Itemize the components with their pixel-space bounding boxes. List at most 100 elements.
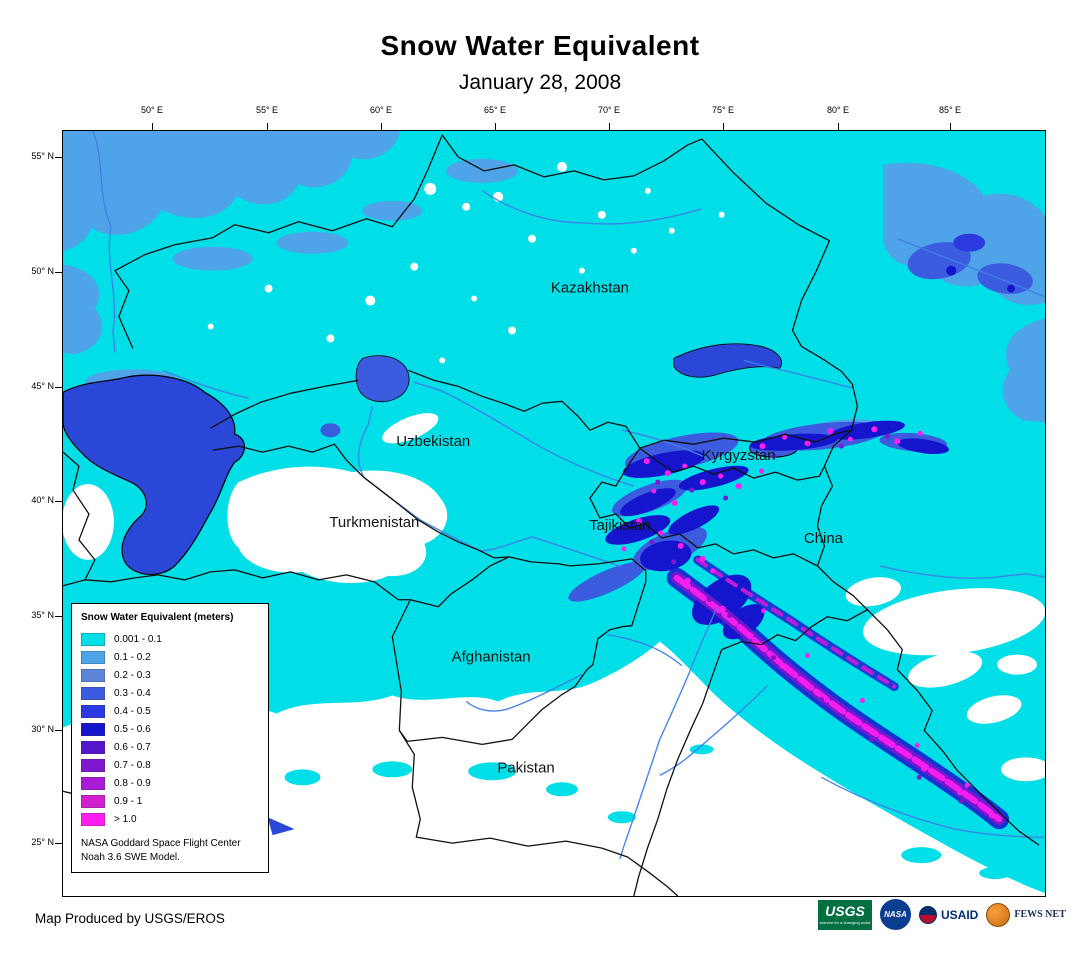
country-label: Tajikistan xyxy=(589,517,651,534)
usaid-logo-text: USAID xyxy=(941,907,979,922)
longitude-tick xyxy=(950,123,951,130)
country-borders xyxy=(63,134,1040,896)
longitude-tick xyxy=(723,123,724,130)
footer-logos: USGS science for a changing world NASA U… xyxy=(818,899,1066,930)
country-label: Uzbekistan xyxy=(396,433,470,450)
legend-row: 0.001 - 0.1 xyxy=(81,630,260,648)
legend-label: 0.001 - 0.1 xyxy=(114,633,162,645)
country-label: Pakistan xyxy=(497,759,554,776)
legend-label: 0.6 - 0.7 xyxy=(114,741,151,753)
legend-row: 0.3 - 0.4 xyxy=(81,684,260,702)
longitude-tick xyxy=(838,123,839,130)
fewsnet-logo: FEWS NET xyxy=(986,902,1066,927)
usgs-logo: USGS science for a changing world xyxy=(818,899,872,930)
legend-row: 0.1 - 0.2 xyxy=(81,648,260,666)
latitude-label: 40° N xyxy=(31,495,54,505)
latitude-tick xyxy=(55,157,62,158)
legend: Snow Water Equivalent (meters) 0.001 - 0… xyxy=(71,603,269,873)
longitude-tick xyxy=(267,123,268,130)
lake-balkhash xyxy=(673,343,782,378)
legend-swatch xyxy=(81,632,105,646)
longitude-label: 60° E xyxy=(369,105,393,115)
latitude-label: 25° N xyxy=(31,837,54,847)
legend-label: 0.8 - 0.9 xyxy=(114,777,151,789)
latitude-label: 50° N xyxy=(31,266,54,276)
longitude-tick xyxy=(609,123,610,130)
country-label: Kazakhstan xyxy=(551,280,629,297)
latitude-tick xyxy=(55,272,62,273)
country-label: Afghanistan xyxy=(452,649,531,666)
gulf-water xyxy=(267,817,295,836)
latitude-tick xyxy=(55,501,62,502)
legend-label: 0.7 - 0.8 xyxy=(114,759,151,771)
legend-swatch xyxy=(81,668,105,682)
usaid-logo: USAID xyxy=(919,905,979,924)
country-labels: Kazakhstan Uzbekistan Turkmenistan Kyrgy… xyxy=(329,280,843,777)
legend-title: Snow Water Equivalent (meters) xyxy=(81,612,234,623)
legend-source-line2: Noah 3.6 SWE Model. xyxy=(81,851,180,863)
legend-row: 0.7 - 0.8 xyxy=(81,756,260,774)
map-credit: Map Produced by USGS/EROS xyxy=(35,911,225,926)
longitude-tick xyxy=(495,123,496,130)
legend-row: 0.2 - 0.3 xyxy=(81,666,260,684)
legend-row: 0.6 - 0.7 xyxy=(81,738,260,756)
latitude-label: 35° N xyxy=(31,610,54,620)
longitude-label: 70° E xyxy=(597,105,621,115)
caspian-sea xyxy=(63,374,245,576)
legend-swatch xyxy=(81,812,105,826)
legend-row: 0.8 - 0.9 xyxy=(81,774,260,792)
legend-swatch xyxy=(81,740,105,754)
legend-source-line1: NASA Goddard Space Flight Center xyxy=(81,838,241,849)
legend-label: 0.4 - 0.5 xyxy=(114,705,151,717)
legend-swatch xyxy=(81,650,105,664)
map-frame: Kazakhstan Uzbekistan Turkmenistan Kyrgy… xyxy=(62,130,1046,897)
usgs-logo-tagline: science for a changing world xyxy=(819,920,871,925)
country-label: Kyrgyzstan xyxy=(702,447,776,464)
nasa-logo-text: NASA xyxy=(884,910,907,919)
legend-label: > 1.0 xyxy=(114,813,137,825)
fewsnet-logo-text: FEWS NET xyxy=(1014,909,1066,920)
longitude-label: 65° E xyxy=(483,105,507,115)
latitude-tick xyxy=(55,730,62,731)
latitude-label: 30° N xyxy=(31,724,54,734)
legend-row: 0.5 - 0.6 xyxy=(81,720,260,738)
legend-swatch xyxy=(81,776,105,790)
longitude-label: 55° E xyxy=(255,105,279,115)
legend-label: 0.5 - 0.6 xyxy=(114,723,151,735)
legend-label: 0.2 - 0.3 xyxy=(114,669,151,681)
legend-row: 0.9 - 1 xyxy=(81,792,260,810)
page-title: Snow Water Equivalent xyxy=(380,30,700,61)
usaid-seal-icon xyxy=(919,905,937,924)
legend-swatch xyxy=(81,686,105,700)
page-subtitle: January 28, 2008 xyxy=(458,71,622,94)
longitude-tick xyxy=(152,123,153,130)
lake-sarygamysh xyxy=(320,423,341,438)
legend-label: 0.3 - 0.4 xyxy=(114,687,151,699)
latitude-label: 55° N xyxy=(31,151,54,161)
country-label: China xyxy=(804,530,844,547)
longitude-label: 80° E xyxy=(826,105,850,115)
legend-label: 0.1 - 0.2 xyxy=(114,651,151,663)
latitude-tick xyxy=(55,616,62,617)
legend-swatch xyxy=(81,758,105,772)
longitude-label: 75° E xyxy=(711,105,735,115)
longitude-label: 85° E xyxy=(938,105,962,115)
legend-label: 0.9 - 1 xyxy=(114,795,143,807)
country-label: Turkmenistan xyxy=(329,514,419,531)
nasa-logo: NASA xyxy=(880,899,911,930)
latitude-tick xyxy=(55,387,62,388)
longitude-tick xyxy=(381,123,382,130)
heavy-snow-northeast xyxy=(907,233,1033,294)
aral-sea xyxy=(355,355,410,403)
latitude-tick xyxy=(55,843,62,844)
fewsnet-globe-icon xyxy=(986,902,1011,927)
longitude-label: 50° E xyxy=(140,105,164,115)
latitude-label: 45° N xyxy=(31,381,54,391)
legend-swatch xyxy=(81,722,105,736)
legend-row: 0.4 - 0.5 xyxy=(81,702,260,720)
legend-swatch xyxy=(81,704,105,718)
legend-source: NASA Goddard Space Flight Center Noah 3.… xyxy=(81,837,260,864)
legend-swatch xyxy=(81,794,105,808)
usgs-logo-text: USGS xyxy=(825,903,865,919)
rivers xyxy=(92,131,1045,860)
